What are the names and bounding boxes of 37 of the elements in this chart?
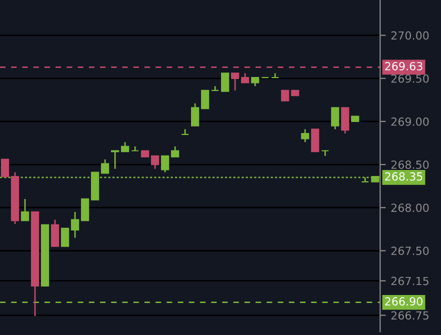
candlestick: [151, 155, 160, 170]
candlestick: [70, 211, 80, 238]
candlestick: [271, 72, 280, 78]
candlestick: [60, 228, 70, 247]
candlestick: [221, 72, 230, 92]
ref-line-label: 269.63: [385, 62, 422, 70]
candlestick: [341, 106, 350, 134]
y-tick-label: 269.00: [391, 117, 429, 126]
candlestick: [100, 158, 110, 174]
y-tick-label: 267.15: [391, 276, 428, 286]
candlestick: [161, 155, 170, 173]
y-tick-label: 270.00: [391, 31, 429, 40]
candlestick: [201, 90, 210, 110]
ref-line-label: 266.90: [385, 297, 422, 306]
candlestick: [311, 128, 320, 152]
candlestick: [50, 218, 60, 248]
candlestick: [80, 198, 90, 222]
candlestick: [211, 85, 220, 92]
candlestick: [241, 72, 250, 84]
candlestick: [301, 128, 310, 143]
candlestick: [321, 150, 330, 157]
y-tick-label: 267.50: [391, 246, 429, 256]
candlestick: [110, 150, 120, 170]
candlestick: [20, 198, 30, 222]
candlestick: [181, 128, 190, 136]
y-tick-label: 268.50: [391, 160, 429, 169]
ref-line-label: 268.35: [385, 172, 422, 181]
y-tick-label: 266.75: [391, 311, 428, 320]
candlestick: [231, 72, 240, 92]
candlestick: [331, 106, 340, 130]
candlestick: [281, 90, 290, 102]
candlestick: [171, 146, 180, 158]
candlestick: [191, 102, 200, 126]
candlestick: [120, 141, 130, 152]
y-tick-label: 268.00: [391, 204, 429, 212]
candlestick: [0, 158, 10, 178]
y-tick-label: 269.50: [391, 74, 429, 83]
